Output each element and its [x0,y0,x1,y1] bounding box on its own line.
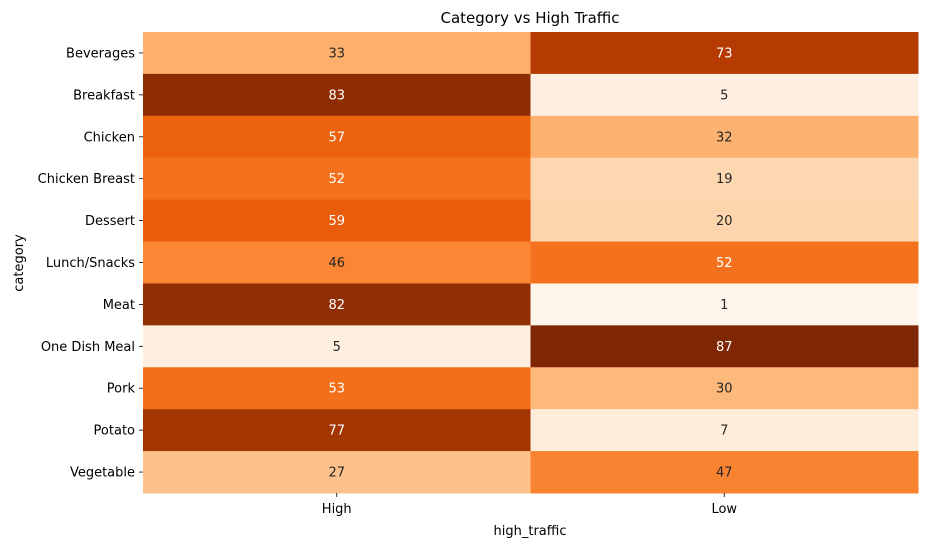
y-tick-label: Potato [94,424,135,439]
heatmap-cell [143,73,531,117]
x-tick-label: Low [711,502,737,517]
cell-value-label: 77 [328,424,345,439]
chart-title: Category vs High Traffic [440,9,619,27]
y-tick-label: Lunch/Snacks [46,256,135,271]
heatmap-cell [143,32,531,75]
cell-value-label: 57 [328,130,345,145]
heatmap-cell [143,157,531,201]
y-tick-label: Chicken Breast [38,172,135,187]
cell-value-label: 20 [716,214,733,229]
cell-value-label: 87 [716,340,733,355]
heatmap-cell [530,115,919,159]
heatmap-cell [143,115,531,159]
heatmap-cell [143,409,531,452]
y-tick-label: Beverages [66,46,135,61]
heatmap-cell [530,283,919,326]
heatmap-cell [143,283,531,326]
heatmap-cell [530,199,919,243]
cell-value-label: 27 [328,466,345,481]
y-tick-label: Vegetable [70,466,135,481]
cell-value-label: 82 [328,298,345,313]
heatmap-cell [143,367,531,410]
y-tick-label: Chicken [84,130,135,145]
cell-value-label: 83 [328,88,345,103]
cell-value-label: 19 [716,172,733,187]
x-tick-labels: High Low [322,493,737,517]
cell-value-label: 33 [328,46,345,61]
heatmap-cell [143,451,531,494]
heatmap-cell [530,451,919,494]
y-tick-label: Meat [103,298,135,313]
y-tick-label: Pork [107,382,136,397]
cell-value-label: 46 [328,256,345,271]
heatmap-cell [143,241,531,284]
heatmap-cell [530,73,919,117]
y-tick-labels: Beverages Breakfast Chicken Chicken Breast D… [38,46,143,481]
x-tick-label: High [322,502,352,517]
heatmap-cell [530,409,919,452]
heatmap-cell [143,325,531,368]
y-tick-label: Breakfast [73,88,135,103]
cell-value-label: 5 [333,340,341,355]
heatmap-cell [530,157,919,201]
heatmap-cell [530,241,919,284]
cell-value-label: 32 [716,130,733,145]
cell-value-label: 1 [720,298,728,313]
cell-value-label: 59 [328,214,345,229]
cell-value-label: 73 [716,46,733,61]
y-tick-label: One Dish Meal [41,340,135,355]
cell-value-label: 5 [720,88,728,103]
heatmap-cell [143,199,531,243]
cell-value-label: 47 [716,466,733,481]
heatmap-cell [530,367,919,410]
cell-value-label: 52 [716,256,733,271]
heatmap-cell [530,325,919,368]
y-tick-label: Dessert [85,214,135,229]
heatmap-cell [530,32,919,75]
y-axis-label: category [12,234,27,292]
cell-value-label: 53 [328,382,345,397]
cell-value-label: 52 [328,172,345,187]
x-axis-label: high_traffic [494,524,567,539]
cell-value-label: 7 [720,424,728,439]
cell-value-label: 30 [716,382,733,397]
